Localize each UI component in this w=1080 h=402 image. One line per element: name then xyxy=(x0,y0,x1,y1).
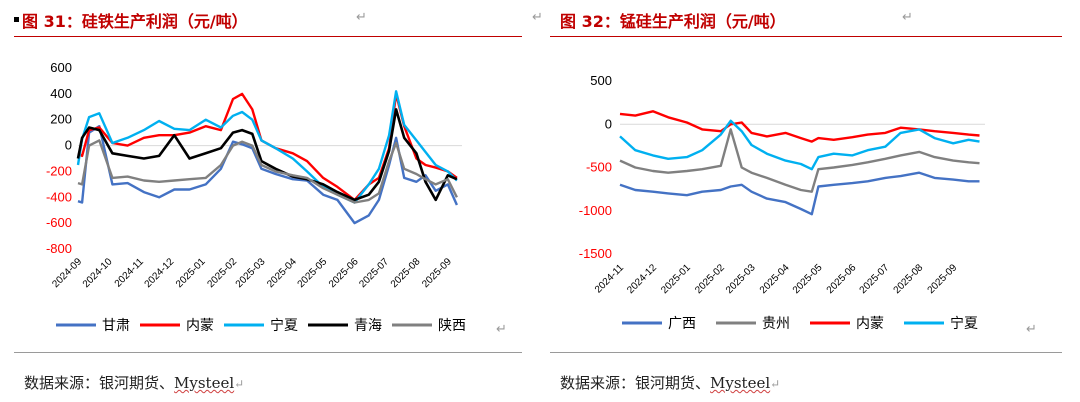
legend-entry: 青海 xyxy=(308,318,382,334)
y-tick-label: -1500 xyxy=(579,246,612,261)
series-line-2 xyxy=(619,128,980,193)
x-tick-label: 2025-01 xyxy=(174,256,208,290)
paragraph-mark-icon: ↵ xyxy=(1026,322,1037,337)
footer-rule xyxy=(14,352,522,353)
chart-title: 图 31：硅铁生产利润（元/吨） xyxy=(22,12,248,31)
source-prefix: 数据来源：银河期货、 xyxy=(24,374,175,392)
x-tick-label: 2024-09 xyxy=(50,256,84,290)
series-line-1 xyxy=(619,171,980,216)
legend-label: 宁夏 xyxy=(270,317,298,334)
legend-entry: 贵州 xyxy=(716,316,790,332)
legend-entry: 甘肃 xyxy=(56,318,130,334)
series-line-1 xyxy=(77,124,458,225)
legend-entry: 广西 xyxy=(622,316,696,332)
series-line-3 xyxy=(619,110,980,143)
x-tick-label: 2024-12 xyxy=(143,256,177,290)
legend-label: 宁夏 xyxy=(950,315,978,332)
x-tick-label: 2025-05 xyxy=(791,262,825,296)
x-tick-label: 2025-06 xyxy=(327,256,361,290)
legend-label: 内蒙 xyxy=(856,316,884,332)
y-tick-label: -200 xyxy=(46,163,72,178)
legend-entry: 宁夏 xyxy=(224,317,298,334)
x-tick-label: 2025-09 xyxy=(420,256,454,290)
y-tick-label: 200 xyxy=(50,112,72,127)
x-tick-label: 2024-10 xyxy=(81,256,115,290)
y-tick-label: 400 xyxy=(50,86,72,101)
paragraph-mark-icon: ↵ xyxy=(532,10,543,25)
chart-panel-ferrosilicon: 图 31：硅铁生产利润（元/吨） ↵ 600 400 200 0 -200 -400 -60… xyxy=(14,10,522,393)
paragraph-mark-icon: ↵ xyxy=(770,377,781,391)
legend-label: 内蒙 xyxy=(186,318,214,334)
x-tick-label: 2025-07 xyxy=(357,256,391,290)
chart-title: 图 32：锰硅生产利润（元/吨） xyxy=(560,12,786,31)
legend-label: 甘肃 xyxy=(102,318,130,334)
chart-panel-silicomanganese: ↵ 图 32：锰硅生产利润（元/吨） ↵ 500 0 -500 -1000 -1500 2… xyxy=(532,0,1080,402)
legend-entry: 陕西 xyxy=(392,318,466,334)
paragraph-mark-icon: ↵ xyxy=(234,377,245,391)
x-tick-label: 2025-08 xyxy=(389,256,423,290)
y-tick-label: 0 xyxy=(605,116,612,131)
title-rule xyxy=(550,36,1062,37)
x-tick-label: 2024-11 xyxy=(593,262,627,296)
legend-label: 贵州 xyxy=(762,316,790,332)
x-tick-label: 2024-11 xyxy=(113,256,147,290)
y-tick-label: 500 xyxy=(590,73,612,88)
x-tick-label: 2024-12 xyxy=(625,262,659,296)
source-brand: Mysteel xyxy=(174,374,235,392)
x-tick-label: 2025-06 xyxy=(825,262,859,296)
x-tick-label: 2025-08 xyxy=(892,262,926,296)
x-tick-label: 2025-03 xyxy=(724,262,758,296)
y-tick-label: -1000 xyxy=(579,203,612,218)
paragraph-mark-icon: ↵ xyxy=(902,10,913,25)
series-line-3 xyxy=(76,90,458,204)
data-source: 数据来源：银河期货、Mysteel↵ xyxy=(560,372,780,393)
y-tick-label: -500 xyxy=(586,160,612,175)
y-tick-label: -600 xyxy=(46,215,72,230)
source-brand: Mysteel xyxy=(710,374,771,392)
x-tick-label: 2025-04 xyxy=(758,262,792,296)
paragraph-mark-icon: ↵ xyxy=(496,322,507,337)
source-prefix: 数据来源：银河期货、 xyxy=(560,374,711,392)
x-tick-label: 2025-02 xyxy=(693,262,727,296)
ferrosilicon-profit-chart: 600 400 200 0 -200 -400 -600 -8002024-092024-10… xyxy=(46,60,466,334)
series-line-4 xyxy=(619,119,980,171)
paragraph-mark-icon: ↵ xyxy=(356,10,367,25)
series-line-4 xyxy=(76,108,458,202)
legend-entry: 内蒙 xyxy=(140,318,214,334)
title-bullet-icon xyxy=(14,17,19,22)
data-source: 数据来源：银河期货、Mysteel↵ xyxy=(24,372,244,393)
y-tick-label: -400 xyxy=(46,189,72,204)
title-rule xyxy=(14,36,522,37)
y-tick-label: -800 xyxy=(46,241,72,256)
x-tick-label: 2025-07 xyxy=(858,262,892,296)
x-tick-label: 2025-02 xyxy=(205,256,239,290)
x-tick-label: 2025-05 xyxy=(296,256,330,290)
legend-label: 青海 xyxy=(354,318,382,334)
legend-entry: 内蒙 xyxy=(810,316,884,332)
x-tick-label: 2025-01 xyxy=(659,262,693,296)
series-line-5 xyxy=(77,139,458,204)
x-tick-label: 2025-04 xyxy=(265,256,299,290)
legend-entry: 宁夏 xyxy=(904,315,978,332)
y-tick-label: 600 xyxy=(50,60,72,75)
footer-rule xyxy=(550,352,1062,353)
x-tick-label: 2025-03 xyxy=(234,256,268,290)
legend-label: 广西 xyxy=(668,316,696,332)
x-tick-label: 2025-09 xyxy=(926,262,960,296)
y-tick-label: 0 xyxy=(65,138,72,153)
legend-label: 陕西 xyxy=(438,318,466,334)
